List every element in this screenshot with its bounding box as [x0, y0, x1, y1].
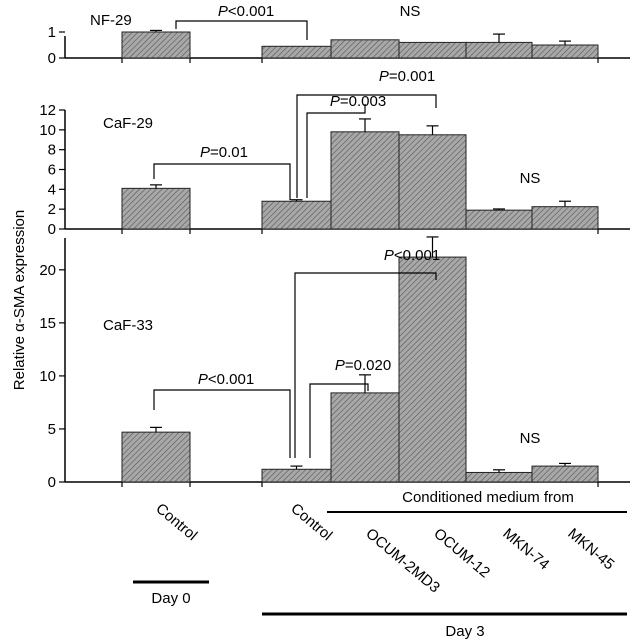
day3-label: Day 3: [445, 623, 484, 640]
caf33-p-value-1: P=0.020: [335, 357, 391, 374]
nf29-bar-0: [121, 31, 191, 59]
nf29-bracket-control-vs-control: [175, 20, 308, 40]
caf33-p-value-0: P<0.001: [198, 371, 254, 388]
caf33-ns-label: NS: [520, 430, 541, 447]
nf29-bar-5: [531, 44, 599, 59]
caf29-bar-4: [465, 209, 533, 230]
caf29-bar-0: [121, 187, 191, 230]
caf29-bar-1: [261, 200, 332, 230]
caf33-bar-2: [330, 392, 400, 483]
conditioned-medium-label: Conditioned medium from: [402, 489, 574, 506]
caf33-y-tick-label: 15: [39, 315, 56, 332]
caf29-y-tick-label: 10: [39, 122, 56, 139]
caf29-bracket-ocum-12: [296, 94, 437, 198]
caf33-p-value-2: P<0.001: [384, 247, 440, 264]
caf29-p-value-1: P=0.003: [330, 93, 386, 110]
nf29-bar-3: [398, 41, 467, 59]
caf33-bracket-ocum-2md3: [309, 383, 369, 458]
caf29-bar-3: [398, 134, 467, 230]
caf33-y-tick-label: 10: [39, 368, 56, 385]
nf29-y-tick-label: 0: [48, 50, 56, 67]
caf33-bracket-ocum-12: [294, 272, 437, 458]
caf33-bar-4: [465, 471, 533, 483]
nf29-ns-label: NS: [400, 3, 421, 20]
caf29-p-value-0: P=0.01: [200, 144, 248, 161]
caf29-bar-2: [330, 131, 400, 230]
caf29-y-tick-label: 12: [39, 102, 56, 119]
x-tick-label-control-day3: Control: [287, 500, 335, 544]
panel-label-caf29: CaF-29: [103, 115, 153, 132]
caf33-y-tick-label: 0: [48, 474, 56, 491]
nf29-bar-2: [330, 39, 400, 59]
caf29-bar-5: [531, 206, 599, 230]
caf33-bar-1: [261, 468, 332, 483]
panel-label-caf33: CaF-33: [103, 317, 153, 334]
caf29-y-tick-label: 8: [48, 142, 56, 159]
caf33-bar-3: [398, 256, 467, 483]
caf33-y-tick-label: 5: [48, 421, 56, 438]
panel-label-nf29: NF-29: [90, 12, 132, 29]
caf29-y-tick-label: 4: [48, 181, 56, 198]
caf29-y-tick-label: 0: [48, 221, 56, 238]
caf29-p-value-2: P=0.001: [379, 68, 435, 85]
x-tick-label-ocum-12: OCUM-12: [430, 525, 493, 581]
x-tick-label-ocum-2md3: OCUM-2MD3: [362, 525, 443, 596]
caf33-bar-5: [531, 465, 599, 483]
nf29-y-tick-label: 1: [48, 24, 56, 41]
caf29-ns-label: NS: [520, 170, 541, 187]
caf33-y-tick-label: 20: [39, 262, 56, 279]
caf29-y-tick-label: 2: [48, 201, 56, 218]
x-tick-label-mkn-74: MKN-74: [499, 525, 552, 573]
caf29-y-tick-label: 6: [48, 162, 56, 179]
y-axis-label: Relative α-SMA expression: [11, 210, 28, 390]
nf29-p-value: P<0.001: [218, 3, 274, 20]
x-tick-label-mkn-45: MKN-45: [564, 525, 617, 573]
caf33-bracket-day0-vs-day3: [153, 389, 291, 458]
caf29-bracket-ocum-2md3: [306, 104, 366, 198]
caf29-bracket-day0-vs-day3: [153, 163, 291, 200]
nf29-bar-4: [465, 41, 533, 59]
x-tick-label-control-day0: Control: [152, 500, 200, 544]
nf29-bar-1: [261, 45, 332, 59]
day0-label: Day 0: [151, 590, 190, 607]
caf33-bar-0: [121, 431, 191, 483]
